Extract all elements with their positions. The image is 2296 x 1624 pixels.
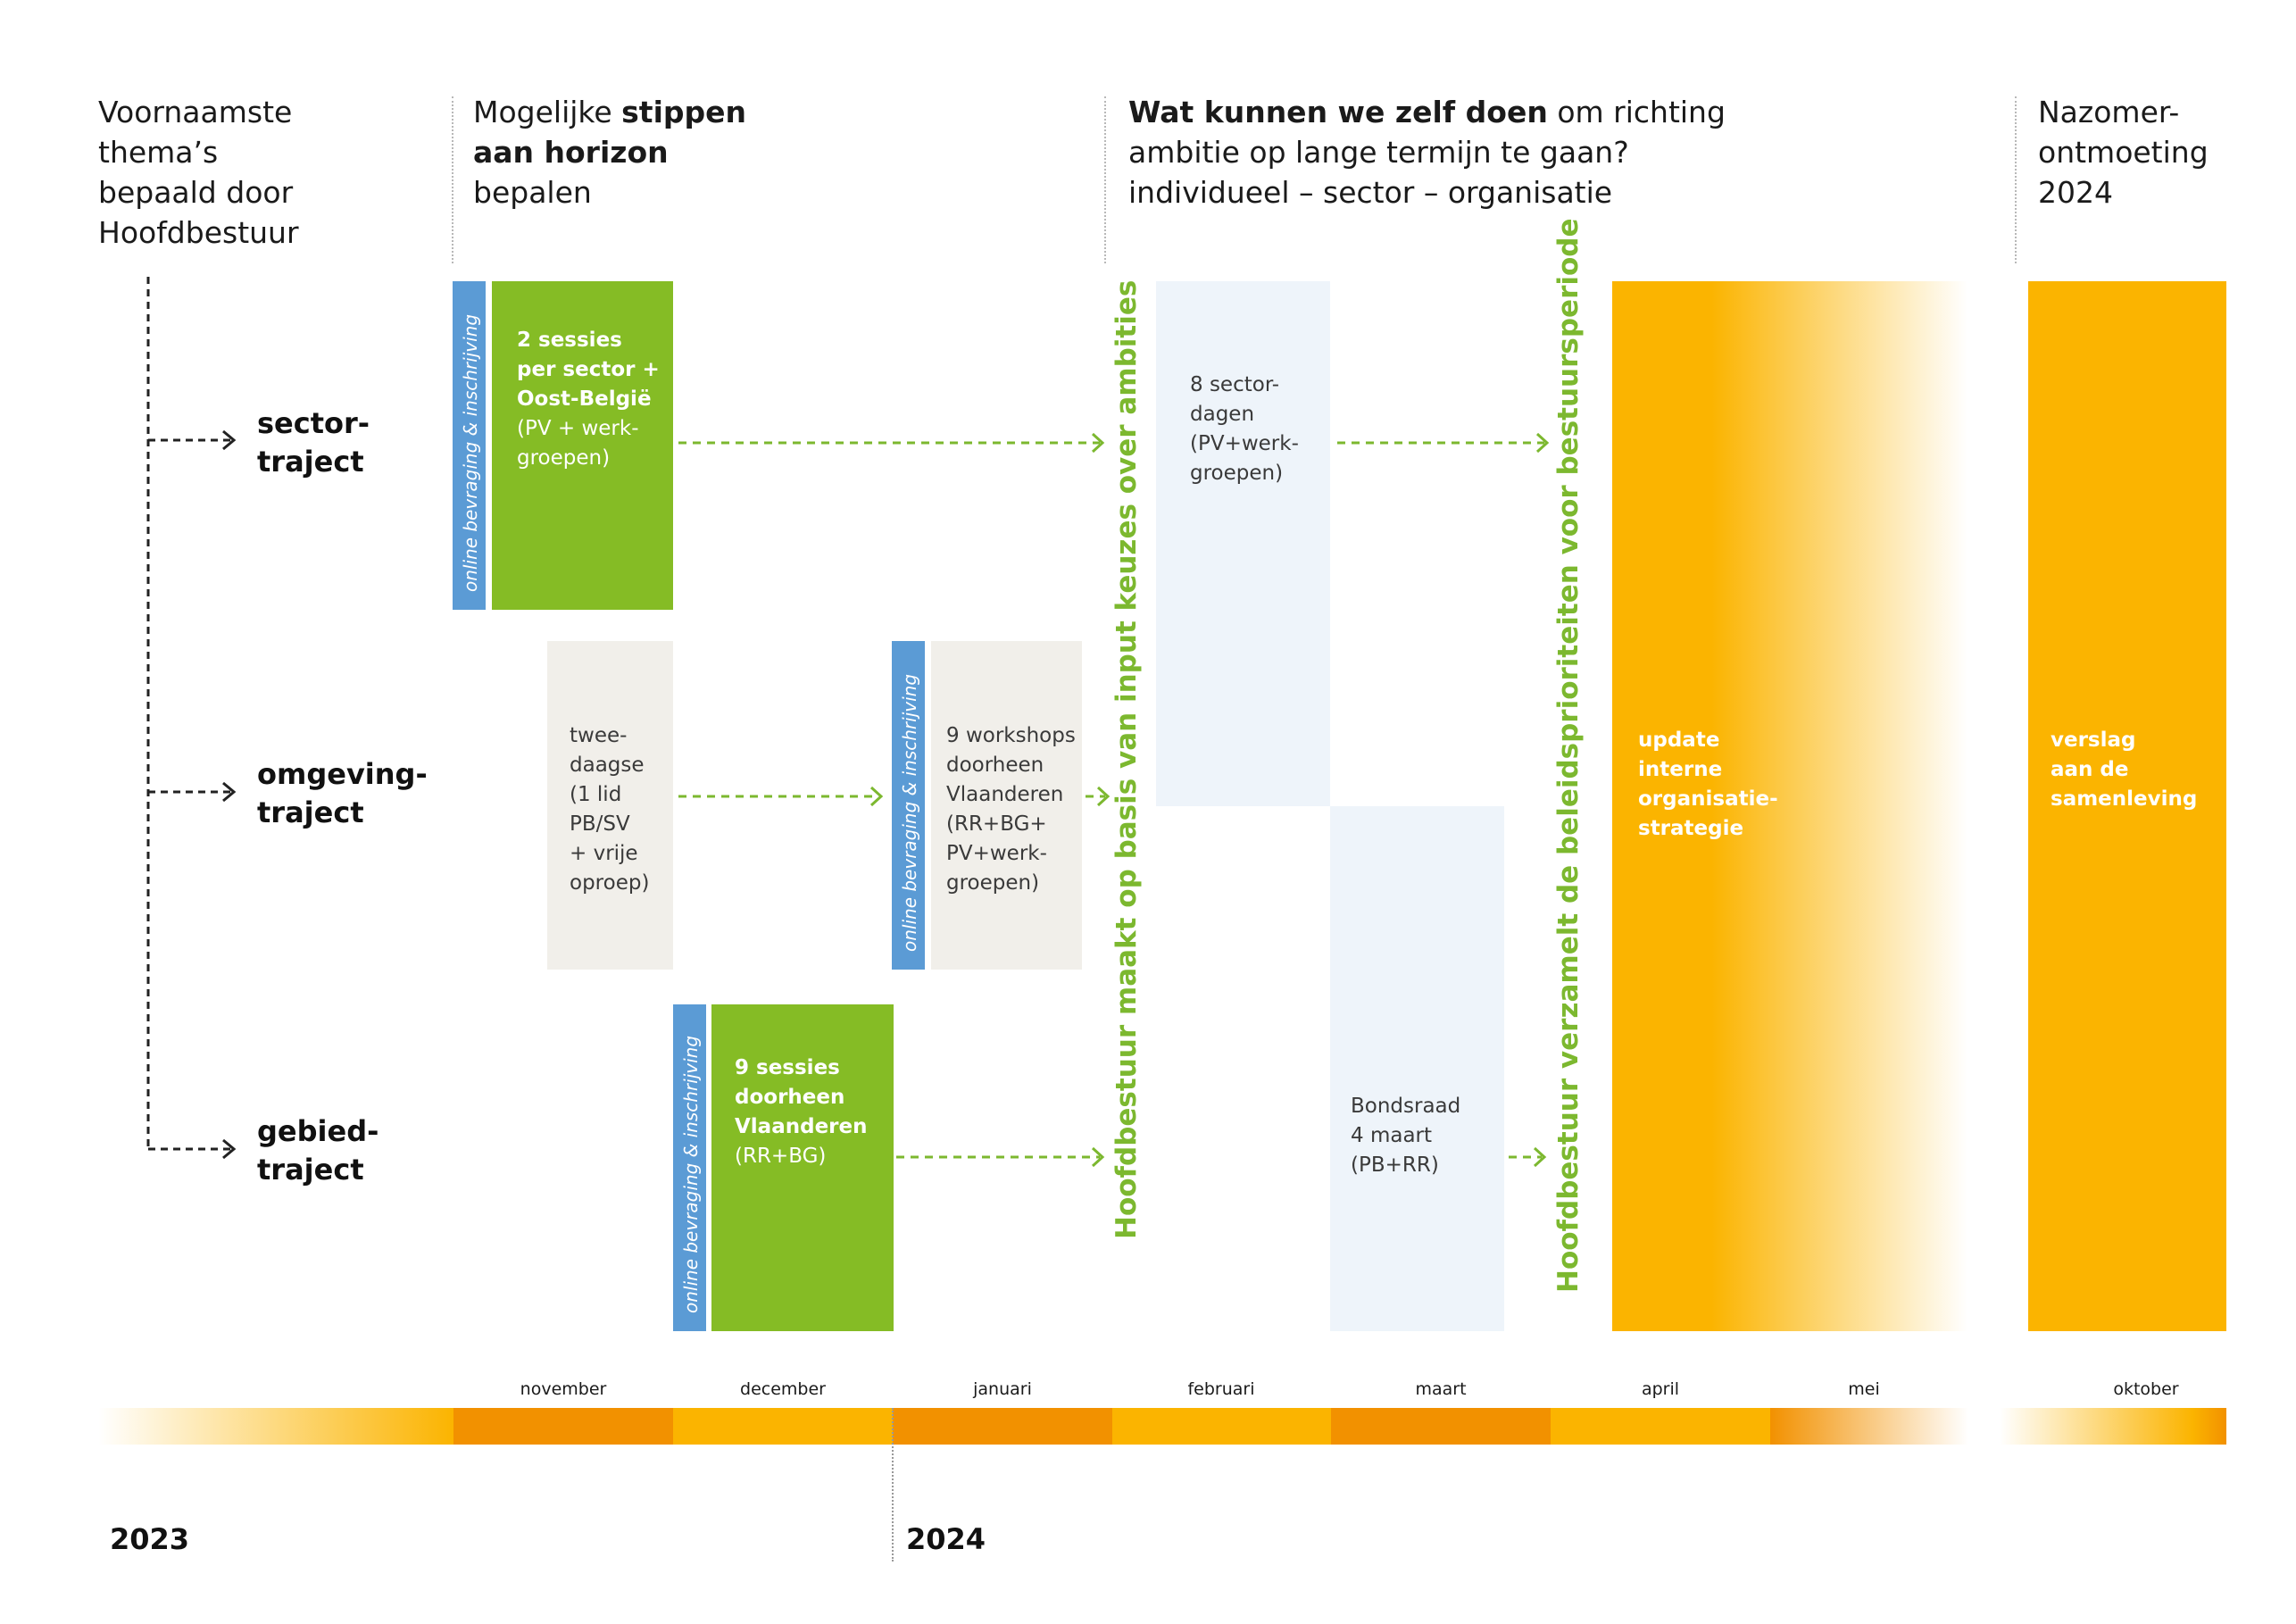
arrow-head (222, 781, 237, 803)
timeline-segment (1112, 1408, 1331, 1445)
verslag-text: verslag aan de samenleving (2051, 729, 2198, 811)
header-themes-line: bepaald door (98, 175, 294, 210)
header-nazomer-line: ontmoeting (2038, 135, 2209, 170)
gebied-sessions-sub: (RR+BG) (735, 1145, 827, 1168)
online-survey-gebied: online bevraging & inschrijving (673, 1004, 706, 1331)
track-label: sector- (257, 406, 370, 440)
sector-sessions-box: 2 sessies per sector + Oost-België (PV +… (492, 281, 673, 610)
timeline-segment (1551, 1408, 1770, 1445)
flow-arrow-head (1533, 1146, 1547, 1168)
update-strategy-box: update interne organisatie- strategie (1612, 281, 1967, 1331)
header-self-bold: Wat kunnen we zelf doen (1128, 95, 1548, 129)
header-horizon-bold: aan horizon (473, 135, 669, 170)
track-sector: sector- traject (257, 404, 370, 481)
header-themes-line: thema’s (98, 135, 219, 170)
track-label: traject (257, 445, 364, 479)
sector-sessions-bold: 2 sessies per sector + Oost-België (517, 329, 660, 411)
timeline-segment (673, 1408, 893, 1445)
bondsraad-text: Bondsraad 4 maart (PB+RR) (1351, 1095, 1461, 1177)
header-self-text: individueel – sector – organisatie (1128, 175, 1613, 210)
statement-priorities: Hoofdbestuur verzamelt de beleidspriorit… (1552, 218, 1585, 1294)
header-nazomer-line: 2024 (2038, 175, 2113, 210)
track-omgeving: omgeving- traject (257, 755, 428, 832)
month-label: januari (973, 1379, 1032, 1399)
timeline-segment (1331, 1408, 1551, 1445)
header-self: Wat kunnen we zelf doen om richting ambi… (1128, 92, 1726, 212)
header-nazomer: Nazomer- ontmoeting 2024 (2038, 92, 2209, 212)
track-label: traject (257, 795, 364, 829)
track-label: omgeving- (257, 757, 428, 791)
header-horizon: Mogelijke stippen aan horizon bepalen (473, 92, 746, 212)
header-self-text: om richting (1547, 95, 1726, 129)
online-survey-omgeving: online bevraging & inschrijving (892, 641, 925, 970)
flow-arrow-head (1096, 786, 1111, 807)
month-label: april (1641, 1379, 1680, 1399)
month-label: november (520, 1379, 607, 1399)
statement-choices: Hoofdbestuur maakt op basis van input ke… (1111, 279, 1143, 1239)
sector-sessions-text: 2 sessies per sector + Oost-België (PV +… (517, 326, 660, 473)
flow-arrow-head (1091, 1146, 1105, 1168)
verslag-box: verslag aan de samenleving (2028, 281, 2226, 1331)
sectordagen-text: 8 sector- dagen (PV+werk- groepen) (1190, 373, 1299, 485)
gebied-sessions-box: 9 sessies doorheen Vlaanderen (RR+BG) (711, 1004, 894, 1331)
track-gebied: gebied- traject (257, 1112, 379, 1189)
month-label: oktober (2113, 1379, 2179, 1399)
timeline-fade (1770, 1408, 1968, 1445)
flow-arrow-head (1091, 432, 1105, 454)
header-themes-line: Voornaamste (98, 95, 293, 129)
track-bracket (146, 277, 237, 1160)
year-label: 2023 (110, 1522, 190, 1556)
sector-sessions-sub: (PV + werk- groepen) (517, 417, 639, 470)
sectordagen-box: 8 sector- dagen (PV+werk- groepen) (1156, 281, 1330, 806)
gebied-sessions-text: 9 sessies doorheen Vlaanderen (RR+BG) (735, 1054, 867, 1171)
timeline-segment (893, 1408, 1112, 1445)
column-separator (452, 96, 453, 263)
update-strategy-text: update interne organisatie- strategie (1638, 729, 1778, 840)
workshops-text: 9 workshops doorheen Vlaanderen (RR+BG+ … (946, 724, 1076, 895)
header-themes: Voornaamste thema’s bepaald door Hoofdbe… (98, 92, 299, 253)
column-separator (2015, 96, 2017, 263)
track-label: traject (257, 1153, 364, 1187)
online-survey-sector: online bevraging & inschrijving (453, 281, 486, 610)
month-label: februari (1187, 1379, 1255, 1399)
tweedaagse-text: twee- daagse (1 lid PB/SV + vrije oproep… (570, 724, 650, 895)
year-label: 2024 (906, 1522, 986, 1556)
timeline-segment (453, 1408, 673, 1445)
column-separator (1104, 96, 1106, 263)
gebied-sessions-bold: 9 sessies doorheen Vlaanderen (735, 1056, 868, 1138)
header-self-text: ambitie op lange termijn te gaan? (1128, 135, 1629, 170)
month-label: mei (1848, 1379, 1880, 1399)
flow-arrow-head (869, 786, 884, 807)
arrow-head (222, 429, 237, 451)
header-horizon-text: bepalen (473, 175, 592, 210)
flow-arrow-head (1535, 432, 1550, 454)
tweedaagse-box: twee- daagse (1 lid PB/SV + vrije oproep… (547, 641, 673, 970)
track-label: gebied- (257, 1114, 379, 1148)
header-themes-line: Hoofdbestuur (98, 215, 299, 250)
month-label: december (740, 1379, 826, 1399)
arrow-head (222, 1138, 237, 1160)
month-label: maart (1415, 1379, 1467, 1399)
year-separator (892, 1408, 894, 1562)
timeline-oktober (2000, 1408, 2226, 1445)
timeline-2023-lead (98, 1408, 453, 1445)
workshops-box: 9 workshops doorheen Vlaanderen (RR+BG+ … (931, 641, 1082, 970)
header-nazomer-line: Nazomer- (2038, 95, 2180, 129)
bondsraad-box: Bondsraad 4 maart (PB+RR) (1330, 806, 1504, 1331)
header-horizon-text: Mogelijke (473, 95, 622, 129)
header-horizon-bold: stippen (621, 95, 747, 129)
